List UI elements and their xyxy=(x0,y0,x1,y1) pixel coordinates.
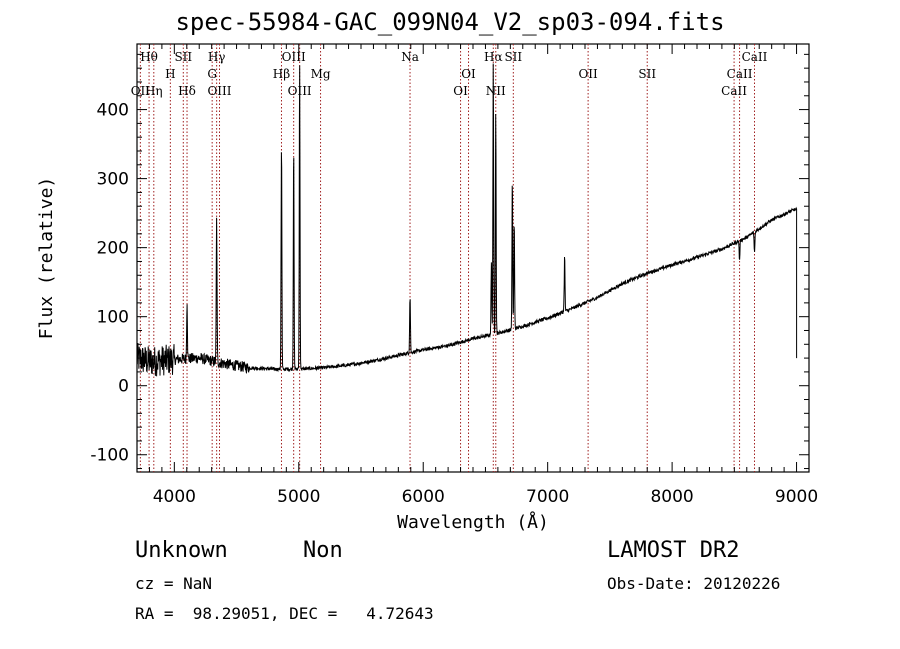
y-tick-label: 0 xyxy=(118,377,129,397)
line-marker-label: Hη xyxy=(145,84,163,98)
y-tick-label: 300 xyxy=(97,170,129,190)
x-tick-label: 6000 xyxy=(402,487,445,507)
x-axis-label: Wavelength (Å) xyxy=(397,511,549,533)
y-axis-label: Flux (relative) xyxy=(36,177,57,340)
axis-ticks: 4000 5000 6000 7000 8000 9000 -100 0 100 200 300 40… xyxy=(90,44,818,507)
coordinates: RA = 98.29051, DEC = 4.72643 xyxy=(135,604,434,623)
y-tick-label: 200 xyxy=(97,239,129,259)
line-marker-label: H xyxy=(165,67,175,81)
y-tick-label: 400 xyxy=(97,101,129,121)
line-marker-label: OII xyxy=(131,84,151,98)
line-marker-label: CaII xyxy=(727,67,753,81)
line-marker-label: OIII xyxy=(282,50,306,64)
line-marker-label: Hγ xyxy=(208,50,226,64)
x-tick-label: 8000 xyxy=(650,487,693,507)
line-marker-label: SII xyxy=(174,50,192,64)
spectrum-line xyxy=(136,63,798,377)
line-marker-label: NII xyxy=(486,84,506,98)
line-marker-label: Mg xyxy=(311,67,331,81)
chart-title: spec-55984-GAC_099N04_V2_sp03-094.fits xyxy=(175,8,725,36)
plot-frame xyxy=(136,43,810,473)
line-marker-label: SII xyxy=(504,50,522,64)
line-marker-label: OI xyxy=(461,67,476,81)
line-marker-label: CaII xyxy=(721,84,747,98)
line-marker-label: Na xyxy=(401,50,419,64)
y-tick-label: 100 xyxy=(97,308,129,328)
line-marker-label: G xyxy=(207,67,217,81)
line-marker-label: OIII xyxy=(207,84,231,98)
line-marker-label: CaII xyxy=(742,50,768,64)
line-marker-label: Hδ xyxy=(178,84,196,98)
survey-name: LAMOST DR2 xyxy=(607,538,740,563)
line-marker-label: Hβ xyxy=(273,67,290,81)
x-tick-label: 9000 xyxy=(775,487,818,507)
x-tick-label: 4000 xyxy=(153,487,196,507)
line-marker-label: SII xyxy=(638,67,656,81)
object-class: Unknown xyxy=(135,538,228,563)
x-tick-label: 7000 xyxy=(526,487,569,507)
x-tick-label: 5000 xyxy=(277,487,320,507)
redshift-value: cz = NaN xyxy=(135,574,213,593)
line-marker-label: Hθ xyxy=(140,50,158,64)
y-tick-label: -100 xyxy=(90,446,129,466)
line-marker-label: OI xyxy=(453,84,468,98)
object-subclass: Non xyxy=(303,538,343,563)
line-markers: HθOIIHηHSIIHδHγGOIIIOIIIHβOIIIMgNaOIOIHα… xyxy=(131,44,768,472)
line-marker-label: Hα xyxy=(484,50,503,64)
line-marker-label: OII xyxy=(578,67,598,81)
obs-date: Obs-Date: 20120226 xyxy=(607,574,781,593)
